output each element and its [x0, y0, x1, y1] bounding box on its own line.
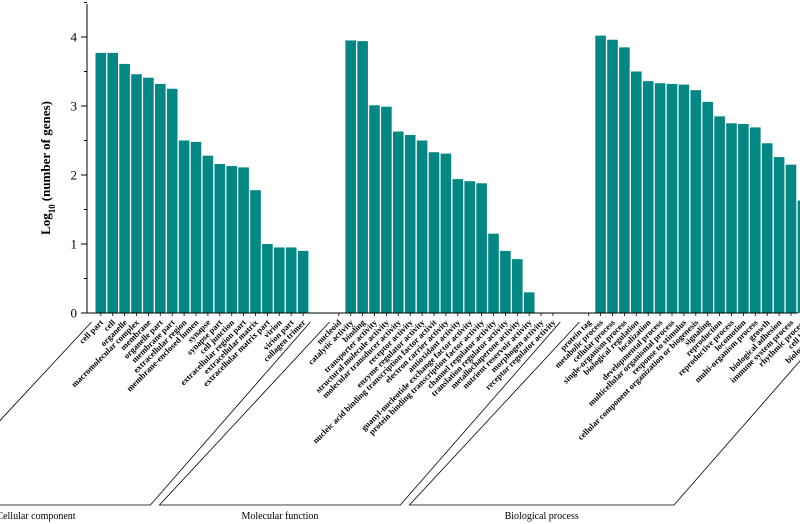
bar-biological-regulation	[631, 71, 642, 313]
bar-membrane-part	[166, 88, 178, 313]
bar-channel-regulator-activity	[488, 233, 499, 313]
bar-multicellular-organismal-process	[666, 83, 678, 313]
y-axis-label: Log10(number of genes)	[38, 101, 57, 235]
bar-organelle-part	[155, 83, 166, 313]
axes-layer: 0 1 2 3 4	[71, 2, 798, 321]
bar-cellular-component-organization-or-biogenesis	[690, 90, 702, 313]
y-axis-label-subscript: 10	[47, 204, 57, 214]
bar-biological-adhesion	[773, 157, 785, 313]
bar-organelle	[119, 63, 130, 313]
y-tick-label: 1	[71, 237, 78, 252]
bar-growth	[761, 143, 773, 313]
bar-rhythmic-process	[797, 200, 800, 313]
bar-cell-part	[95, 52, 107, 314]
bar-virion	[274, 247, 285, 313]
bar-guanyl-nucleotide-exchange-factor-activity	[464, 181, 475, 313]
bar-antioxidant-activity	[452, 179, 464, 313]
y-tick-label: 4	[71, 30, 78, 45]
group-label: Molecular function	[241, 511, 318, 522]
bar-extracellular-region	[178, 140, 190, 313]
bar-cellular-process	[607, 39, 618, 313]
bar-synapse	[202, 155, 214, 313]
bar-cell-junction	[226, 166, 237, 313]
bar-cell	[107, 52, 118, 314]
bar-nutrient-reservoir-activity	[523, 292, 535, 313]
bar-molecular-transducer-activity	[393, 131, 404, 313]
y-tick-label: 2	[71, 168, 78, 183]
bar-nucleic-acid-binding-transcription-factor-activit	[428, 152, 440, 313]
bar-membrane	[143, 77, 154, 314]
bar-multi-organism-process	[750, 127, 761, 313]
bar-binding	[357, 41, 368, 313]
bar-developmental-process	[654, 83, 666, 313]
group-brackets-layer: Cellular component Molecular function Biol…	[0, 321, 800, 522]
bar-electron-carrier-activity	[440, 153, 452, 313]
bar-extracellular-matrix-part	[262, 244, 273, 313]
bar-catalytic-activity	[345, 40, 356, 313]
bar-extracellular-matrix	[250, 190, 261, 313]
y-tick-label: 0	[71, 306, 78, 321]
bar-virion-part	[285, 247, 297, 313]
group-bracket	[158, 321, 561, 506]
group-label: Cellular component	[0, 511, 76, 522]
bar-transporter-activity	[369, 105, 380, 313]
y-tick-label: 3	[71, 99, 78, 114]
bar-extracellular-region-part	[238, 167, 249, 313]
bar-localization	[642, 81, 654, 313]
bars-layer	[95, 35, 800, 314]
bar-synapse-part	[214, 163, 226, 313]
bar-protein-binding-transcription-factor-activity	[476, 183, 487, 313]
bar-collagen-trimer	[297, 250, 309, 313]
bar-receptor-activity	[404, 134, 416, 313]
group-bracket	[408, 321, 800, 506]
group-label: Biological process	[505, 511, 579, 522]
bar-reproduction	[714, 116, 725, 313]
bar-locomotion	[738, 123, 749, 313]
bar-metabolic-process	[595, 35, 606, 314]
group-bracket	[0, 321, 311, 506]
bar-single-organism-process	[619, 47, 630, 313]
bar-macromolecular-complex	[131, 74, 142, 313]
bar-signaling	[702, 101, 713, 313]
bar-immune-system-process	[785, 164, 797, 313]
bar-translation-regulator-activity	[500, 250, 511, 313]
bar-membrane-enclosed-lumen	[190, 141, 202, 313]
bar-reproductive-process	[726, 123, 737, 313]
bar-structural-molecule-activity	[381, 106, 392, 313]
bar-metallochaperone-activity	[512, 259, 523, 313]
bar-enzyme-regulator-activity	[416, 140, 428, 313]
bar-response-to-stimulus	[678, 84, 690, 313]
